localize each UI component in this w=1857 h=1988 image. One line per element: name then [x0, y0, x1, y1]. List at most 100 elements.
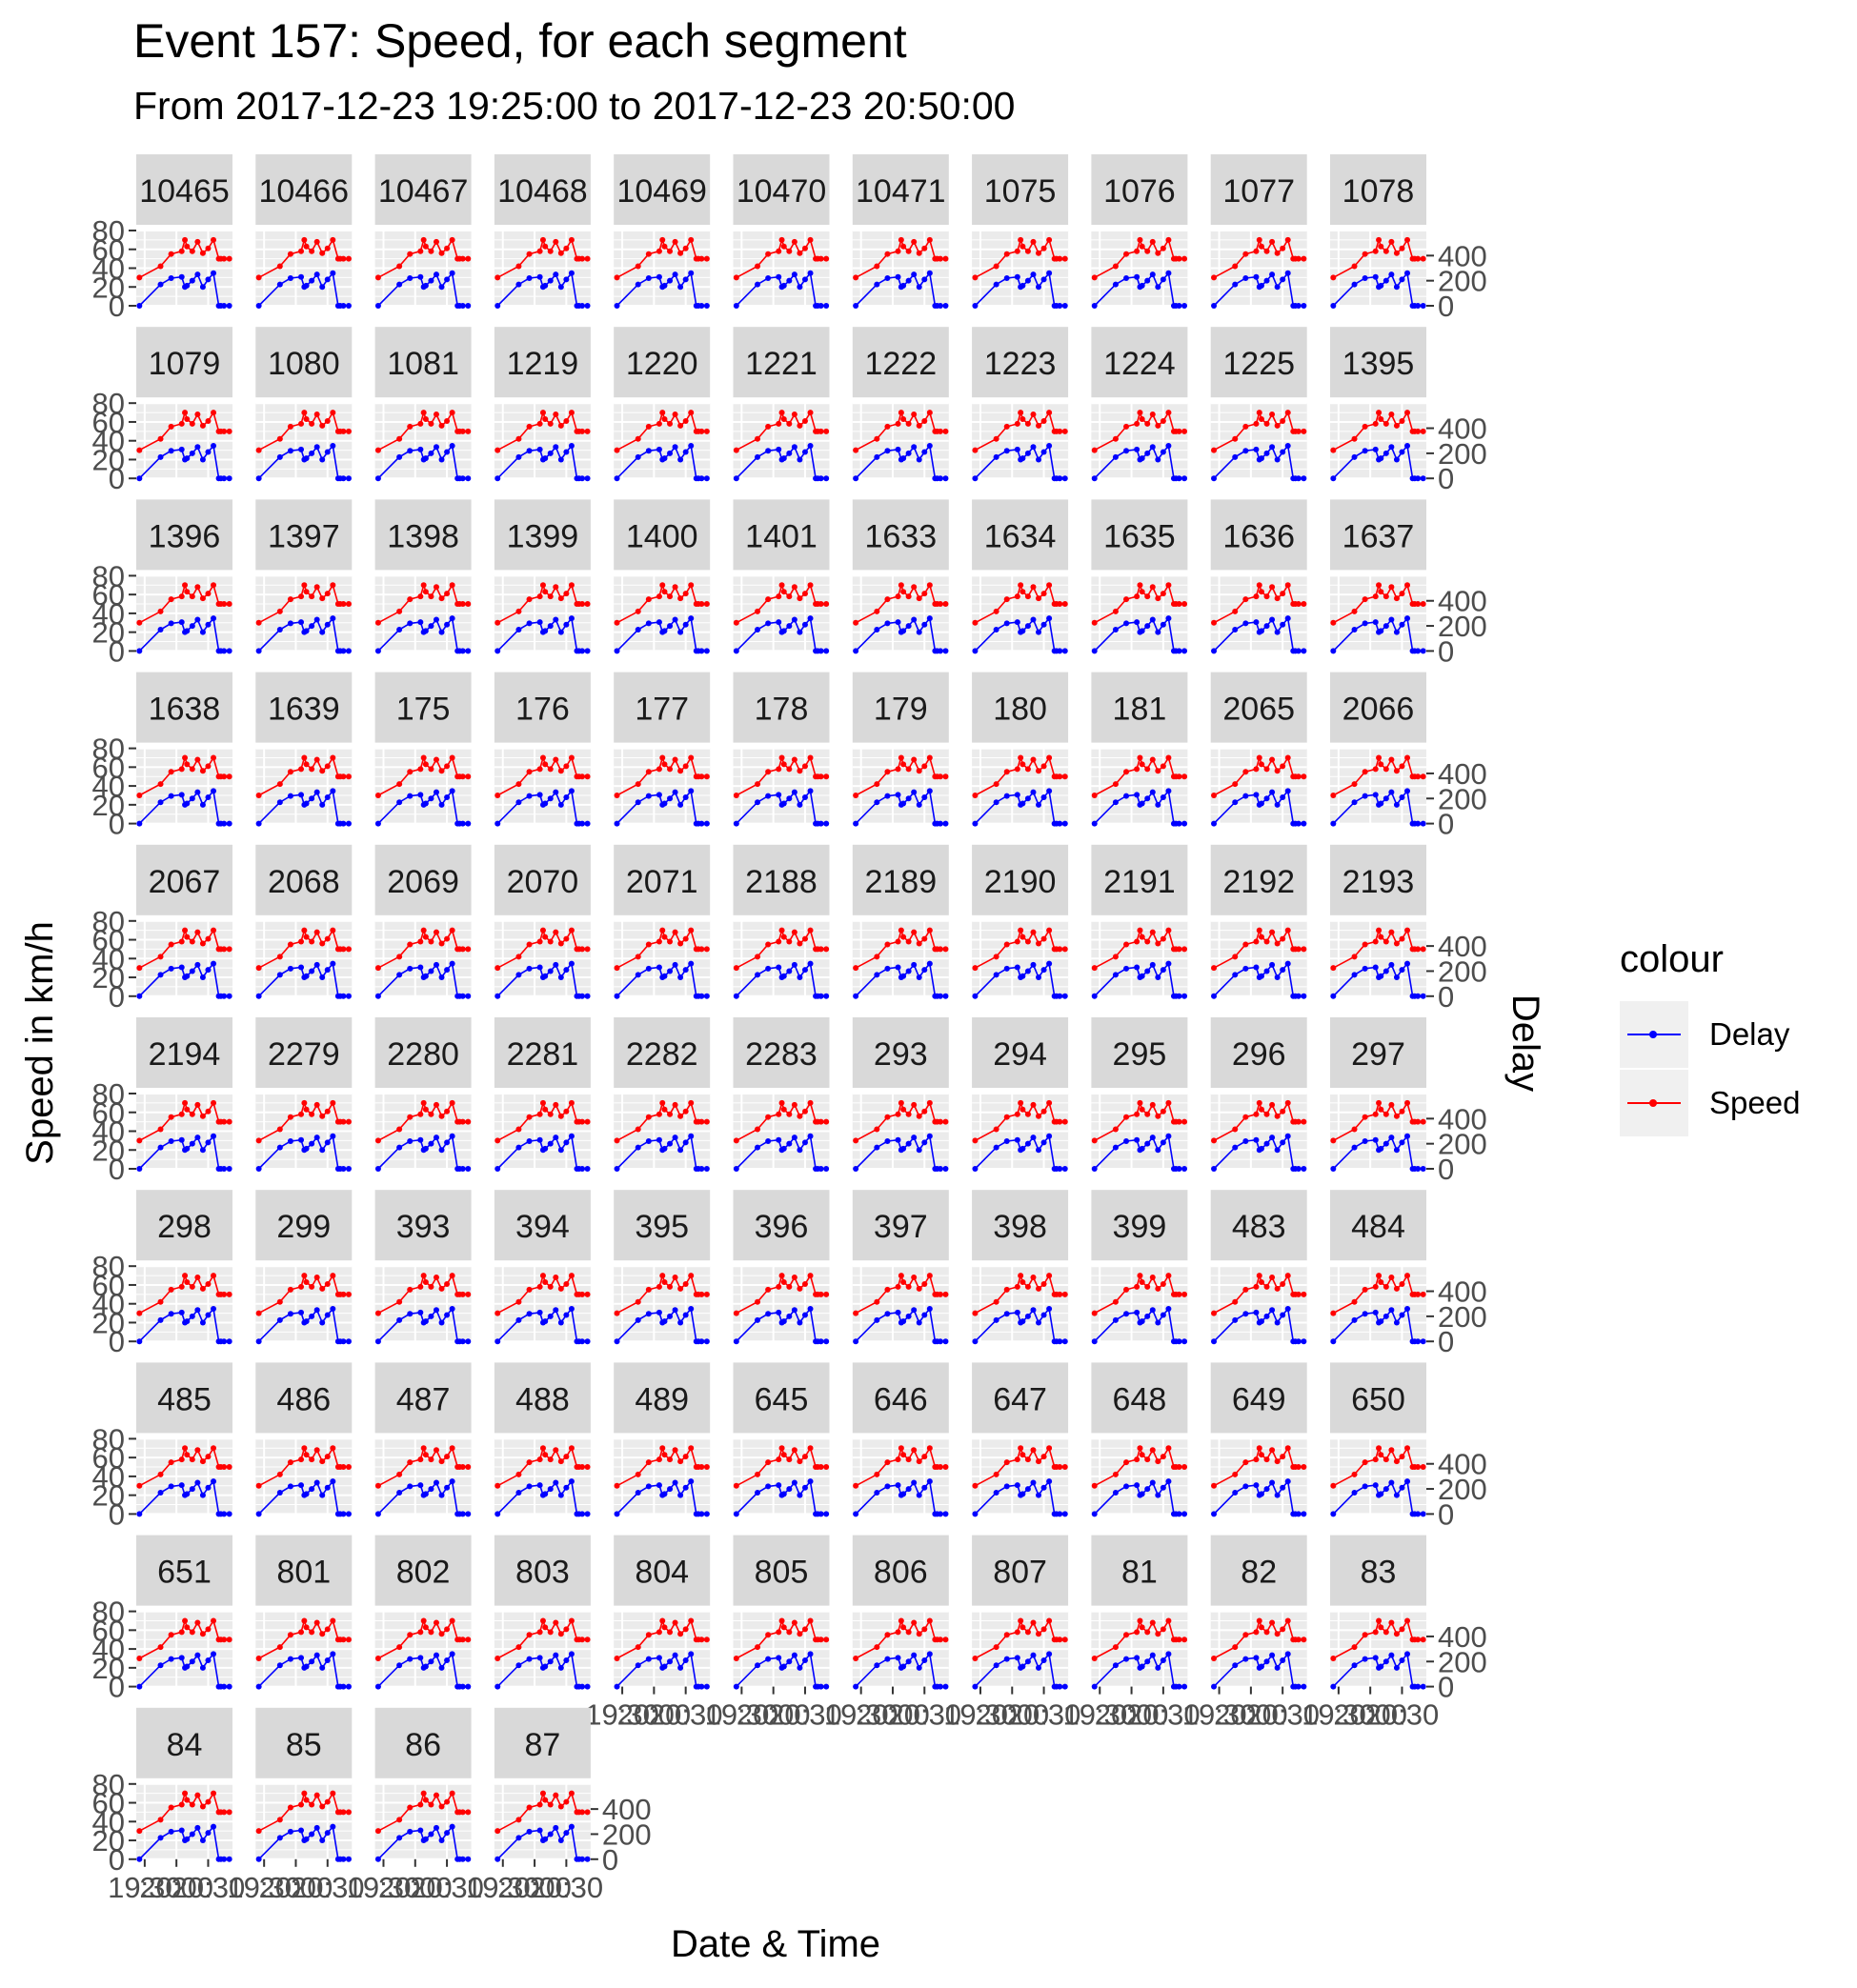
data-point-speed — [942, 1637, 949, 1643]
data-point-delay — [1280, 1484, 1286, 1491]
data-point-delay — [1242, 448, 1249, 454]
data-point-delay — [309, 968, 315, 974]
data-point-delay — [1211, 1511, 1218, 1517]
facet-label: 1401 — [745, 518, 817, 554]
data-point-delay — [324, 1139, 331, 1146]
data-point-delay — [807, 1305, 814, 1312]
data-point-delay — [1242, 793, 1249, 799]
data-point-speed — [993, 954, 999, 960]
data-point-speed — [1181, 773, 1188, 780]
data-point-speed — [255, 619, 262, 626]
data-point-delay — [703, 303, 710, 309]
data-point-speed — [733, 1482, 739, 1489]
data-point-speed — [136, 792, 143, 798]
data-point-speed — [874, 1126, 880, 1133]
facet-strip — [972, 1362, 1069, 1434]
data-point-delay — [993, 627, 999, 633]
data-point-speed — [797, 768, 803, 774]
data-point-speed — [1149, 1275, 1156, 1281]
data-point-speed — [221, 601, 228, 608]
facet-label: 2066 — [1342, 692, 1415, 728]
data-point-delay — [942, 993, 949, 999]
data-point-delay — [635, 799, 641, 806]
data-point-speed — [340, 428, 347, 434]
data-point-speed — [926, 1617, 933, 1624]
data-point-speed — [298, 1629, 305, 1636]
data-point-speed — [444, 245, 451, 251]
data-point-speed — [1211, 1482, 1218, 1489]
data-point-speed — [635, 1644, 641, 1651]
data-point-delay — [1091, 993, 1098, 999]
facet-label: 486 — [276, 1381, 331, 1417]
data-point-delay — [438, 456, 445, 463]
data-point-delay — [1144, 1486, 1151, 1493]
data-point-delay — [645, 448, 652, 454]
data-point-speed — [776, 1629, 782, 1636]
data-point-delay — [1040, 1139, 1047, 1146]
data-point-speed — [407, 596, 414, 603]
data-point-speed — [136, 1137, 143, 1144]
data-point-delay — [791, 961, 797, 968]
data-point-speed — [656, 593, 662, 600]
data-point-speed — [1040, 591, 1047, 597]
data-point-delay — [189, 623, 195, 630]
data-point-delay — [465, 1511, 472, 1517]
data-point-speed — [438, 1803, 445, 1810]
data-point-delay — [1295, 820, 1302, 827]
data-point-delay — [635, 1662, 641, 1669]
data-point-speed — [255, 1137, 262, 1144]
data-point-speed — [557, 250, 564, 256]
data-point-delay — [298, 273, 305, 280]
data-point-delay — [1284, 1478, 1291, 1485]
data-point-speed — [553, 412, 559, 418]
facet-label: 393 — [396, 1209, 451, 1245]
data-point-delay — [1301, 475, 1307, 482]
data-point-speed — [557, 1458, 564, 1465]
data-point-delay — [895, 1655, 901, 1661]
data-point-delay — [1165, 788, 1172, 794]
data-point-speed — [1149, 756, 1156, 763]
data-point-delay — [221, 993, 228, 999]
data-point-speed — [1137, 1099, 1143, 1106]
data-point-delay — [1211, 820, 1218, 827]
data-point-speed — [168, 1459, 174, 1466]
data-point-speed — [189, 1801, 195, 1808]
data-point-delay — [780, 628, 787, 634]
data-point-delay — [755, 799, 761, 806]
data-point-delay — [1134, 1655, 1140, 1661]
data-point-delay — [205, 1139, 212, 1146]
data-point-delay — [1139, 1663, 1145, 1670]
data-point-delay — [194, 444, 201, 451]
data-point-speed — [1149, 238, 1156, 245]
data-point-delay — [136, 303, 143, 309]
data-point-delay — [1144, 1140, 1151, 1147]
data-point-delay — [1155, 1319, 1161, 1326]
facet-label: 1635 — [1103, 518, 1176, 554]
data-point-delay — [765, 965, 772, 972]
data-point-delay — [417, 273, 424, 280]
data-point-delay — [374, 648, 381, 654]
data-point-speed — [1383, 1629, 1389, 1636]
data-point-delay — [205, 967, 212, 974]
data-point-delay — [396, 972, 403, 978]
data-point-delay — [1181, 993, 1188, 999]
data-point-delay — [1139, 1491, 1145, 1497]
data-point-speed — [817, 428, 824, 434]
data-point-delay — [1372, 1309, 1379, 1315]
data-point-delay — [1269, 1135, 1276, 1141]
data-point-speed — [1362, 769, 1368, 775]
data-point-delay — [1030, 961, 1037, 968]
data-point-delay — [211, 1823, 217, 1830]
data-point-speed — [1134, 248, 1140, 254]
data-point-speed — [1284, 582, 1291, 589]
data-point-speed — [823, 428, 830, 434]
data-point-delay — [1181, 1683, 1188, 1690]
data-point-speed — [557, 940, 564, 947]
data-point-speed — [1420, 1118, 1426, 1125]
facet-strip — [255, 499, 353, 571]
data-point-speed — [677, 595, 684, 602]
data-point-speed — [1383, 1283, 1389, 1290]
data-point-speed — [1242, 251, 1249, 257]
facet-strip — [852, 672, 949, 743]
data-point-speed — [921, 1280, 928, 1287]
